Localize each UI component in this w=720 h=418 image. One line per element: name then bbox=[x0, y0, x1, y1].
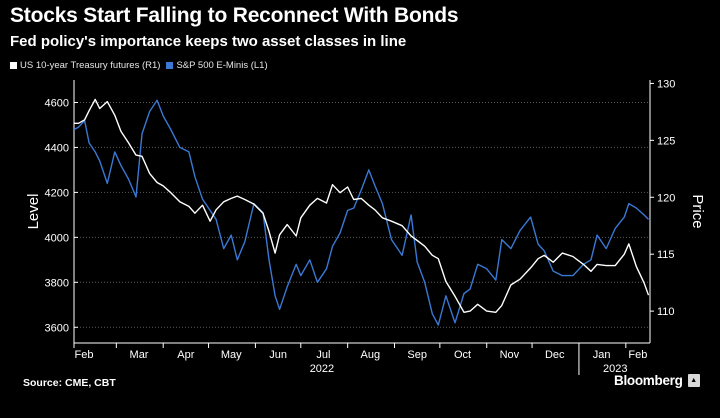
legend-item-treasury: US 10-year Treasury futures (R1) bbox=[10, 60, 160, 71]
series-line-treasury bbox=[74, 98, 650, 313]
month-tick-label: Jun bbox=[269, 349, 287, 361]
left-tick-label: 4000 bbox=[45, 232, 69, 244]
bloomberg-logo: Bloomberg ▲ bbox=[614, 373, 700, 388]
left-axis-title: Level bbox=[25, 194, 42, 230]
left-tick-label: 3600 bbox=[45, 322, 69, 334]
brand-name: Bloomberg bbox=[614, 373, 683, 388]
legend-label-sp500: S&P 500 E-Minis (L1) bbox=[176, 60, 268, 71]
tick-labels: 3600 3800 4000 4200 4400 4600 110 115 120 125 130 L… bbox=[25, 78, 706, 375]
month-tick-label: Aug bbox=[361, 349, 381, 361]
right-axis-title: Price bbox=[689, 194, 706, 228]
month-tick-label: Sep bbox=[407, 349, 427, 361]
right-tick-label: 120 bbox=[657, 192, 675, 204]
axes bbox=[73, 80, 654, 375]
legend-label-treasury: US 10-year Treasury futures (R1) bbox=[20, 60, 161, 71]
legend: US 10-year Treasury futures (R1) S&P 500… bbox=[10, 60, 274, 71]
right-tick-label: 130 bbox=[657, 78, 675, 90]
month-tick-label: Feb bbox=[628, 349, 647, 361]
right-tick-label: 115 bbox=[657, 249, 675, 261]
series-line-sp500 bbox=[73, 99, 649, 326]
month-tick-label: Feb bbox=[75, 349, 94, 361]
month-tick-label: Mar bbox=[130, 349, 149, 361]
month-tick-label: Oct bbox=[454, 349, 471, 361]
grid-lines bbox=[74, 101, 650, 328]
left-tick-label: 4200 bbox=[45, 187, 69, 199]
month-tick-label: May bbox=[221, 349, 242, 361]
chart-subtitle: Fed policy's importance keeps two asset … bbox=[10, 33, 407, 50]
month-tick-label: Jul bbox=[316, 349, 330, 361]
month-tick-label: Jan bbox=[593, 349, 611, 361]
left-tick-label: 3800 bbox=[45, 277, 69, 289]
month-tick-label: Nov bbox=[500, 349, 520, 361]
year-label-2022: 2022 bbox=[310, 363, 334, 375]
right-tick-label: 125 bbox=[657, 135, 675, 147]
left-tick-label: 4400 bbox=[45, 142, 69, 154]
legend-item-sp500: S&P 500 E-Minis (L1) bbox=[166, 60, 268, 71]
right-tick-label: 110 bbox=[657, 306, 675, 318]
series-lines bbox=[73, 98, 650, 326]
year-label-2023: 2023 bbox=[603, 363, 627, 375]
left-tick-label: 4600 bbox=[45, 97, 69, 109]
source-note: Source: CME, CBT bbox=[23, 377, 116, 389]
month-tick-label: Apr bbox=[177, 349, 194, 361]
legend-swatch-sp500 bbox=[166, 62, 174, 69]
chart-title: Stocks Start Falling to Reconnect With B… bbox=[10, 4, 459, 27]
bloomberg-terminal-icon: ▲ bbox=[687, 374, 700, 387]
legend-swatch-treasury bbox=[10, 62, 17, 69]
month-tick-label: Dec bbox=[545, 349, 565, 361]
